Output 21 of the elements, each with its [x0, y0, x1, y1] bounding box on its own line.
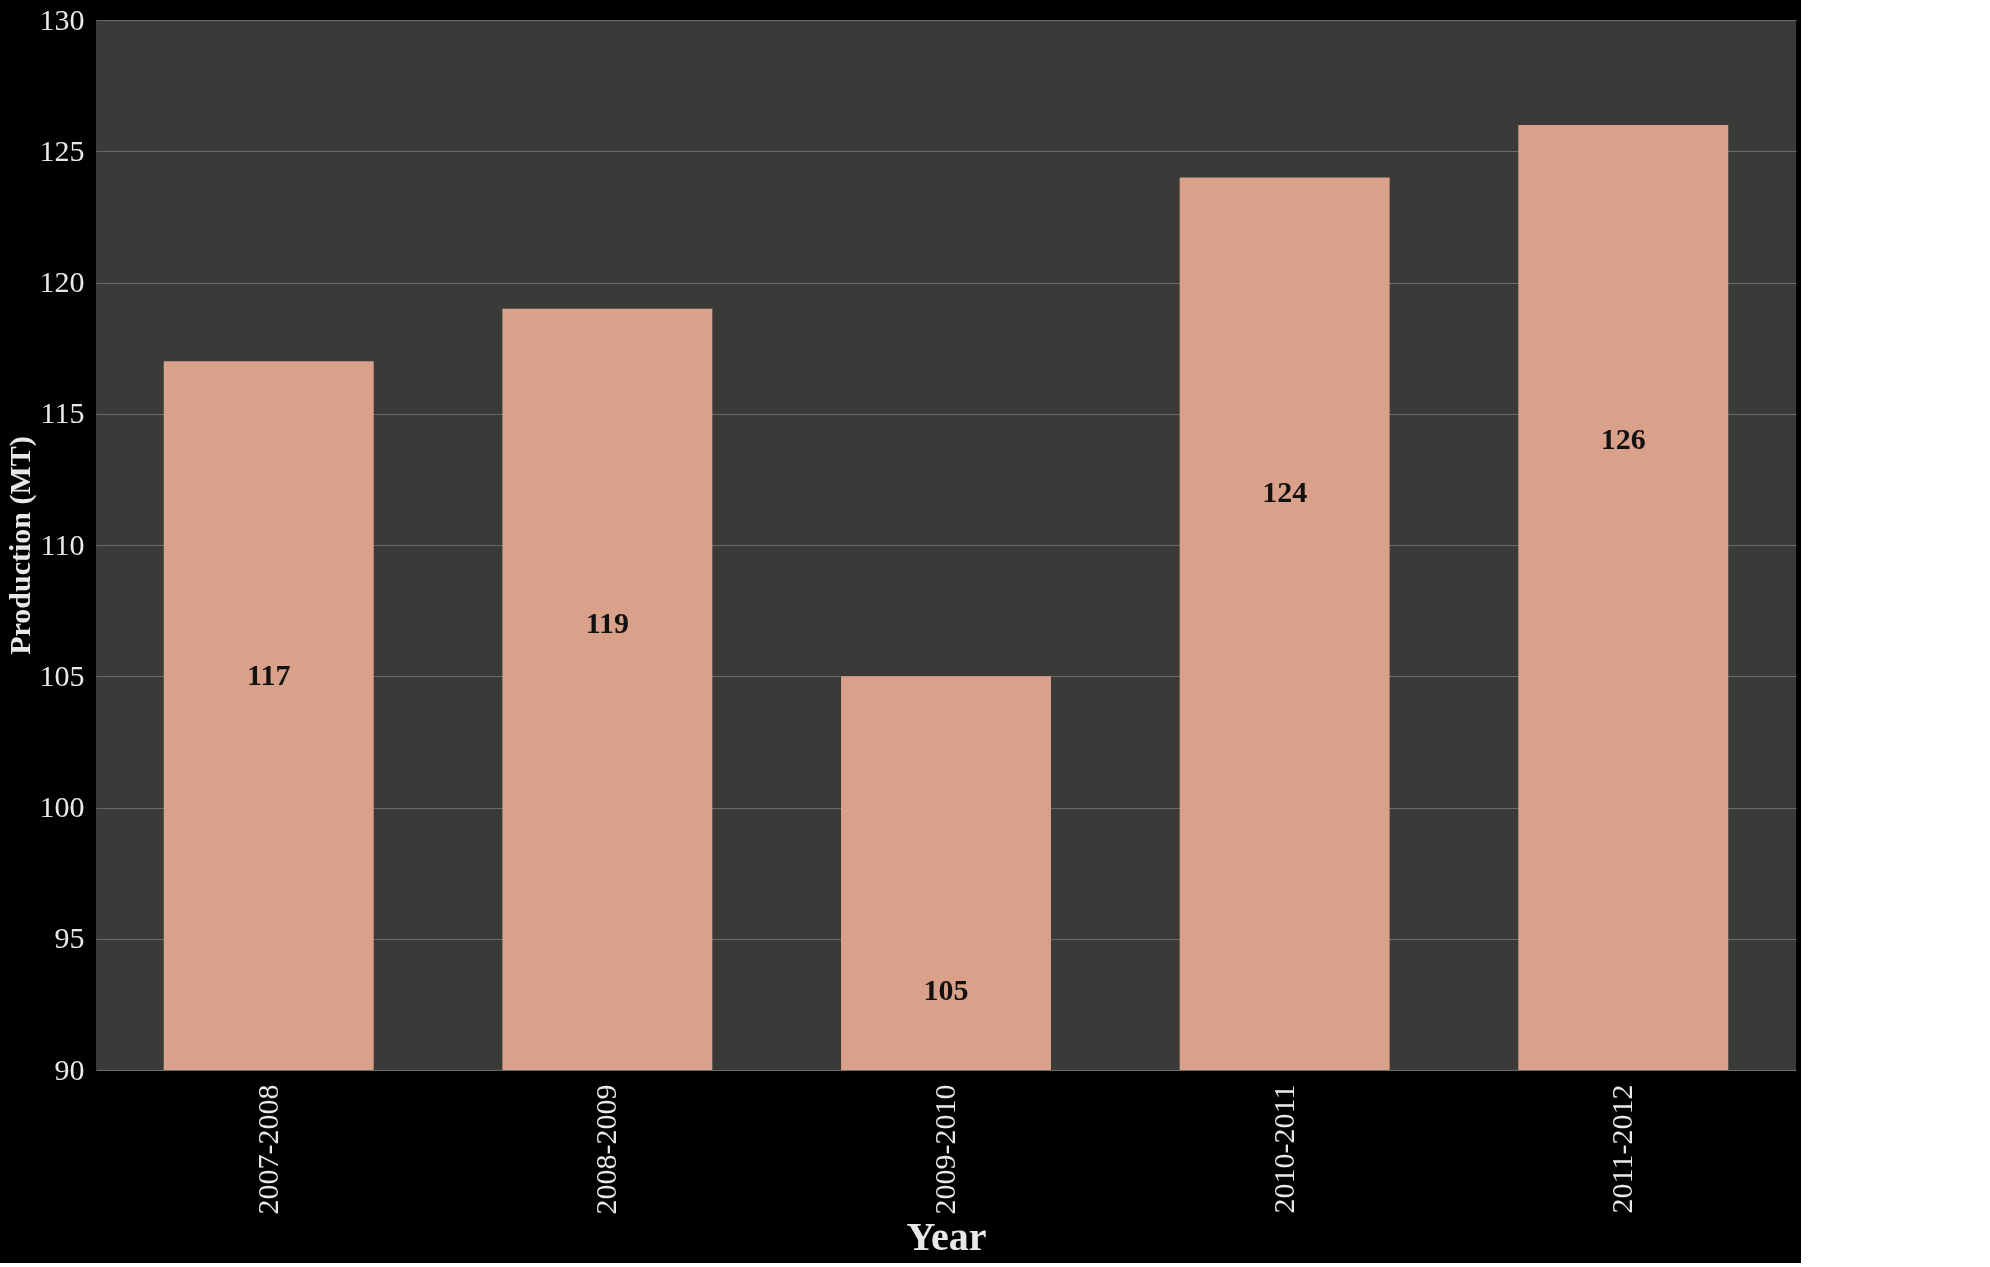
data-label: 117 [247, 658, 291, 692]
y-tick-label: 115 [40, 396, 85, 430]
x-tick-label: 2009-2010 [928, 1084, 961, 1215]
data-label: 119 [585, 605, 630, 639]
x-axis-title: Year [906, 1214, 987, 1260]
y-tick-label: 110 [40, 527, 85, 561]
y-axis-title: Production (MT) [2, 436, 37, 655]
y-tick-label: 120 [39, 265, 85, 298]
y-tick-label: 100 [39, 790, 85, 823]
x-tick-label: 2007-2008 [250, 1084, 284, 1215]
data-label: 124 [1262, 474, 1308, 508]
y-tick-label: 105 [39, 658, 85, 692]
y-tick-label: 90 [54, 1052, 85, 1086]
data-label: 105 [923, 973, 969, 1007]
y-tick-label: 125 [39, 133, 85, 167]
y-tick-label: 130 [39, 2, 85, 36]
y-tick-label: 95 [54, 921, 85, 955]
x-tick-label: 2011-2012 [1605, 1084, 1639, 1214]
x-tick-label: 2010-2011 [1266, 1084, 1300, 1214]
x-tick-label: 2008-2009 [589, 1084, 623, 1215]
data-label: 126 [1600, 422, 1646, 455]
